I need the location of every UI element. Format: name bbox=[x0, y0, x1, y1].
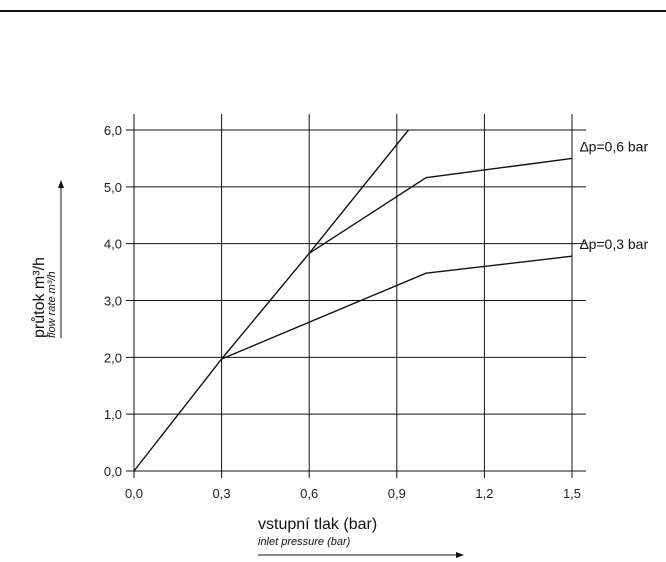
y-tick-label: 1,0 bbox=[104, 407, 122, 422]
series-label: ∆p=0,6 bar bbox=[580, 138, 648, 154]
y-axis-arrowhead bbox=[58, 180, 64, 188]
y-tick-labels: 0,0 1,0 2,0 3,0 4,0 5,0 6,0 bbox=[104, 123, 122, 479]
x-tick-label: 1,2 bbox=[475, 486, 493, 501]
y-axis-label-secondary: flow rate m³/h bbox=[46, 271, 58, 338]
series-line-1 bbox=[308, 157, 573, 254]
top-rule bbox=[0, 10, 666, 12]
y-tick-label: 3,0 bbox=[104, 294, 122, 309]
series-line-0 bbox=[133, 129, 410, 472]
x-tick-label: 1,5 bbox=[563, 486, 581, 501]
x-axis-label-secondary: inlet pressure (bar) bbox=[258, 536, 351, 548]
x-tick-label: 0,3 bbox=[213, 486, 231, 501]
series-lines bbox=[133, 129, 573, 472]
series-line-2 bbox=[221, 255, 573, 360]
y-tick-label: 5,0 bbox=[104, 180, 122, 195]
grid bbox=[126, 114, 586, 478]
y-tick-label: 0,0 bbox=[104, 464, 122, 479]
series-labels: ∆p=0,6 bar ∆p=0,3 bar bbox=[580, 138, 648, 252]
x-tick-label: 0,9 bbox=[388, 486, 406, 501]
x-tick-label: 0,0 bbox=[125, 486, 143, 501]
y-tick-label: 6,0 bbox=[104, 123, 122, 138]
y-tick-label: 2,0 bbox=[104, 350, 122, 365]
series-label: ∆p=0,3 bar bbox=[580, 236, 648, 252]
y-axis-label: průtok m³/h bbox=[30, 257, 48, 338]
x-tick-labels: 0,0 0,3 0,6 0,9 1,2 1,5 bbox=[125, 486, 581, 501]
x-tick-label: 0,6 bbox=[300, 486, 318, 501]
x-axis-label: vstupní tlak (bar) bbox=[258, 516, 377, 533]
y-tick-label: 4,0 bbox=[104, 237, 122, 252]
x-axis-arrowhead bbox=[456, 552, 464, 558]
